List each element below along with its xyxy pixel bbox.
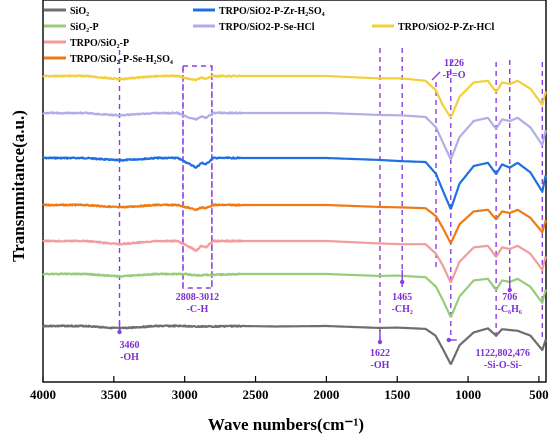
x-tick-label: 3000	[172, 387, 198, 402]
legend-label: SiO₂-P	[70, 22, 99, 33]
x-tick-label: 500	[529, 387, 549, 402]
series-line	[42, 203, 547, 244]
annotation-label: -C-H	[187, 304, 209, 315]
annotation-label: 1622	[370, 348, 390, 359]
annotation-label: -OH	[370, 360, 389, 371]
series-line	[42, 156, 547, 210]
series-line	[42, 272, 547, 318]
series-layer	[42, 74, 547, 365]
y-axis-title: Transmmitance(a.u.)	[9, 110, 28, 262]
annotation-arrowhead	[507, 287, 512, 293]
annotation-label: -CH₂	[392, 304, 413, 315]
annotation-label: 706	[502, 292, 517, 303]
annotation-label: 2808-3012	[176, 292, 219, 303]
annotation-arrowhead	[399, 279, 405, 285]
x-tick-label: 2500	[243, 387, 269, 402]
x-tick-label: 3500	[101, 387, 127, 402]
annotation-label: -P=O	[443, 70, 466, 81]
plot-frame	[42, 0, 547, 383]
x-tick-label: 1500	[384, 387, 410, 402]
legend-label: TRPO/SiO₂-P	[70, 38, 129, 49]
annotation-label: 3460	[120, 340, 140, 351]
legend-label: SiO₂	[70, 6, 89, 17]
legend: SiO₂ SiO₂-P TRPO/SiO₂-P TRPO/SiO₂-P-Se-H₂SO…	[44, 6, 495, 65]
annotation-arrowhead	[117, 329, 122, 335]
series-line	[42, 74, 547, 119]
annotation-arrowhead	[446, 337, 451, 343]
c-h-region-box	[182, 65, 213, 289]
legend-label: TRPO/SiO₂-P-Se-H₂SO₄	[70, 54, 173, 65]
series-line	[42, 324, 547, 365]
x-tick-label: 2000	[313, 387, 339, 402]
x-axis-title: Wave numbers(cm⁻¹)	[208, 415, 364, 434]
annotation-label: 1465	[392, 292, 412, 303]
annotation-label: -Si-O-Si-	[484, 360, 522, 371]
x-axis: 4000 3500 3000 2500 2000 1500 1000 500	[30, 376, 549, 402]
annotation-label: 1122,802,476	[476, 348, 530, 359]
annotation-layer: 3460-OH2808-3012-C-H1465-CH₂1622-OH1226-…	[117, 58, 530, 371]
legend-label: TRPO/SiO2-P-Zr-H₂SO₄	[219, 6, 325, 17]
annotation-label: 1226	[444, 58, 464, 69]
series-line	[42, 239, 547, 284]
annotation-arrow	[431, 71, 441, 81]
annotation-label: -OH	[120, 352, 139, 363]
legend-label: TRPO/SiO2-P-Zr-HCl	[398, 22, 495, 33]
series-line	[42, 111, 547, 160]
x-tick-label: 1000	[455, 387, 481, 402]
annotation-label: -C₆H₆	[498, 304, 522, 315]
x-tick-label: 4000	[30, 387, 56, 402]
legend-label: TRPO/SiO2-P-Se-HCl	[219, 22, 315, 33]
annotation-arrowhead	[377, 339, 383, 345]
